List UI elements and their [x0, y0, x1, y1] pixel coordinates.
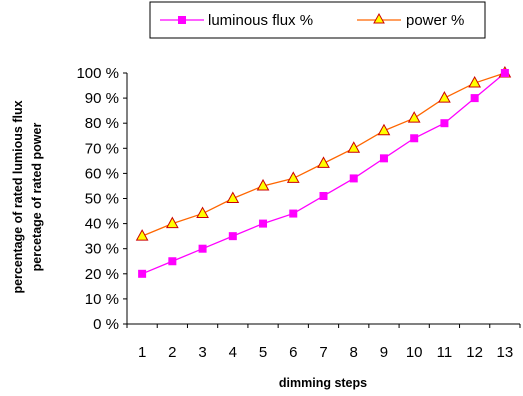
power-point [468, 76, 481, 88]
power-point [166, 216, 179, 229]
series-line-power [141, 72, 506, 237]
y-tick-label: 20 % [85, 266, 119, 283]
power-point [347, 141, 361, 153]
power-point [407, 111, 421, 123]
legend: luminous flux % power % [149, 1, 486, 39]
plot-area: 0 % 10 % 20 % 30 % 40 % 50 % 60 % 70 % 80 % 90 % 1… [76, 65, 521, 361]
y-tick-label: 60 % [85, 165, 119, 182]
y-tick-label: 10 % [85, 291, 119, 308]
y-axis-title-line-1: percentage of rated lumious flux [11, 100, 25, 293]
luminous-flux-point [470, 94, 479, 103]
power-point [226, 191, 240, 203]
x-tick-label: 12 [466, 344, 483, 361]
power-point [317, 156, 330, 168]
luminous-flux-point [500, 69, 509, 77]
power-point [377, 123, 391, 136]
luminous-flux-point [198, 244, 207, 253]
y-tick-label: 100 % [76, 65, 119, 82]
luminous-flux-point [319, 191, 328, 200]
luminous-flux-point [349, 174, 358, 183]
y-tick-label: 90 % [85, 90, 119, 107]
power-point [196, 206, 209, 219]
legend-box [149, 1, 486, 39]
power-point [286, 171, 300, 183]
x-tick-label: 2 [168, 344, 176, 361]
luminous-flux-point [168, 257, 177, 266]
power-point [438, 91, 451, 103]
x-tick-label: 1 [138, 344, 146, 361]
legend-label-luminous: luminous flux % [208, 12, 313, 29]
y-tick-label: 50 % [85, 191, 119, 208]
x-tick-label: 7 [319, 344, 327, 361]
x-tick-label: 10 [406, 344, 423, 361]
y-tick-label: 0 % [93, 316, 119, 333]
y-tick-label: 40 % [85, 216, 119, 233]
y-tick-label: 30 % [85, 241, 119, 258]
luminous-flux-point [379, 154, 388, 163]
x-tick-label: 6 [289, 344, 297, 361]
legend-label-power: power % [406, 12, 464, 29]
x-tick-label: 4 [229, 344, 237, 361]
series-line-luminous-flux [141, 72, 506, 275]
x-tick-label: 8 [350, 344, 358, 361]
luminous-flux-point [228, 232, 237, 241]
legend-marker-luminous [178, 16, 186, 24]
legend-marker-power [373, 12, 385, 24]
luminous-flux-point [440, 119, 449, 128]
x-tick-label: 5 [259, 344, 267, 361]
power-point [256, 178, 270, 191]
x-axis-title: dimming steps [279, 376, 367, 390]
luminous-flux-point [259, 219, 268, 228]
power-point [135, 229, 149, 241]
x-tick-label: 11 [437, 344, 453, 361]
luminous-flux-point [289, 209, 298, 218]
y-tick-label: 70 % [85, 140, 119, 157]
luminous-flux-point [138, 269, 147, 278]
y-axis-title-line-2: percetage of rated power [30, 123, 44, 272]
x-tick-label: 3 [198, 344, 206, 361]
luminous-flux-point [410, 134, 419, 143]
x-tick-label: 13 [497, 344, 514, 361]
x-tick-label: 9 [380, 344, 388, 361]
y-tick-label: 80 % [85, 115, 119, 132]
